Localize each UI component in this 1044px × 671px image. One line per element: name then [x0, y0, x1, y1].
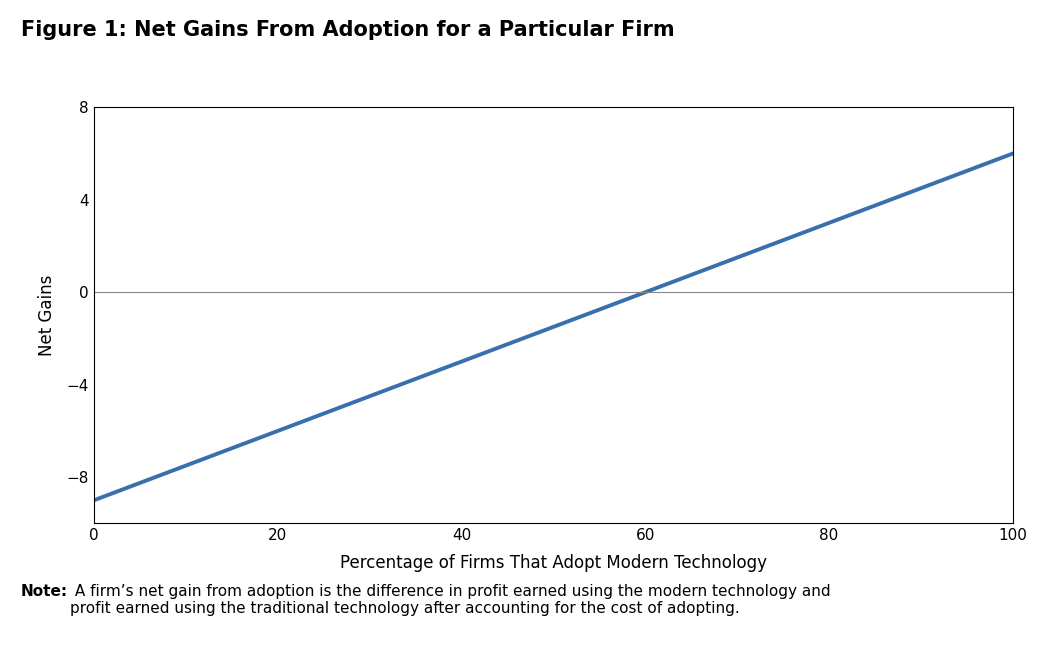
Text: A firm’s net gain from adoption is the difference in profit earned using the mod: A firm’s net gain from adoption is the d…: [70, 584, 831, 616]
Y-axis label: Net Gains: Net Gains: [38, 274, 55, 356]
X-axis label: Percentage of Firms That Adopt Modern Technology: Percentage of Firms That Adopt Modern Te…: [339, 554, 767, 572]
Text: Note:: Note:: [21, 584, 68, 599]
Text: Figure 1: Net Gains From Adoption for a Particular Firm: Figure 1: Net Gains From Adoption for a …: [21, 20, 674, 40]
